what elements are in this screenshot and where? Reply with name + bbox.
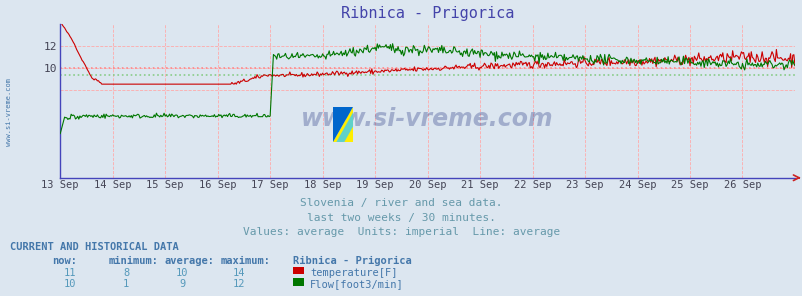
- Text: 9: 9: [179, 279, 185, 289]
- Text: 12: 12: [232, 279, 245, 289]
- Polygon shape: [336, 112, 353, 142]
- Text: 10: 10: [176, 268, 188, 278]
- Text: Ribnica - Prigorica: Ribnica - Prigorica: [293, 256, 411, 266]
- Text: now:: now:: [52, 256, 77, 266]
- Text: Slovenia / river and sea data.: Slovenia / river and sea data.: [300, 198, 502, 208]
- Text: www.si-vreme.com: www.si-vreme.com: [301, 107, 553, 131]
- Text: last two weeks / 30 minutes.: last two weeks / 30 minutes.: [306, 213, 496, 223]
- Polygon shape: [333, 107, 353, 142]
- Text: Flow[foot3/min]: Flow[foot3/min]: [310, 279, 403, 289]
- Text: Values: average  Units: imperial  Line: average: Values: average Units: imperial Line: av…: [242, 227, 560, 237]
- Text: 8: 8: [123, 268, 129, 278]
- Text: maximum:: maximum:: [221, 256, 270, 266]
- Text: 14: 14: [232, 268, 245, 278]
- Text: 1: 1: [123, 279, 129, 289]
- Text: CURRENT AND HISTORICAL DATA: CURRENT AND HISTORICAL DATA: [10, 242, 178, 252]
- Text: minimum:: minimum:: [108, 256, 158, 266]
- Text: average:: average:: [164, 256, 214, 266]
- Title: Ribnica - Prigorica: Ribnica - Prigorica: [341, 6, 513, 21]
- Text: 11: 11: [63, 268, 76, 278]
- Text: temperature[F]: temperature[F]: [310, 268, 397, 278]
- Text: 10: 10: [63, 279, 76, 289]
- Polygon shape: [333, 107, 353, 142]
- Text: www.si-vreme.com: www.si-vreme.com: [6, 78, 12, 147]
